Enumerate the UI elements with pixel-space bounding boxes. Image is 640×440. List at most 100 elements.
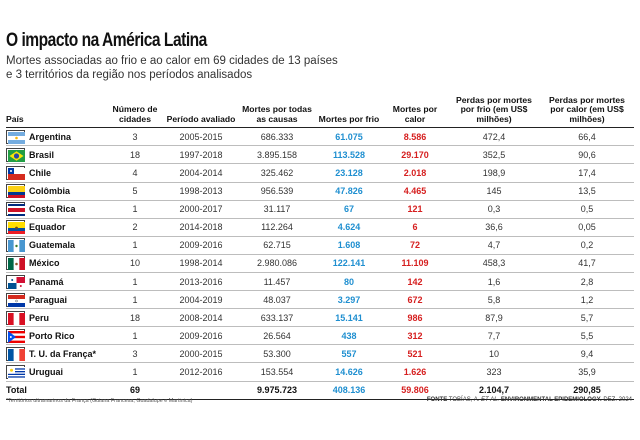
all-causes-cell: 325.462 — [238, 163, 316, 183]
table-row: Argentina 3 2005-2015 686.333 61.075 8.586 472… — [6, 127, 634, 147]
table-row: Costa Rica 1 2000-2017 31.117 67 121 0,3 0,5 — [6, 200, 634, 219]
header-cidades: Número de cidades — [112, 104, 158, 124]
heat-losses-cell: 1,2 — [540, 290, 634, 310]
period-cell: 2000-2015 — [164, 344, 238, 364]
cold-deaths-cell: 67 — [316, 200, 382, 219]
total-period-cell — [164, 381, 238, 400]
total-row: Total 69 9.975.723 408.136 59.806 2.104,7 290,… — [6, 381, 634, 400]
source-authors: TOBÍAS, A. — [448, 397, 480, 403]
table-row: Panamá 1 2013-2016 11.457 80 142 1,6 2,8 — [6, 272, 634, 292]
mexico-flag-icon — [6, 256, 25, 271]
country-name: Colômbia — [29, 186, 71, 197]
all-causes-cell: 686.333 — [238, 127, 316, 147]
country-name: Chile — [29, 167, 52, 178]
table-row: Chile 4 2004-2014 325.462 23.128 2.018 198,9 17… — [6, 163, 634, 183]
header-mortes-frio: Mortes por frio — [318, 113, 380, 124]
heat-deaths-cell: 2.018 — [382, 163, 448, 183]
heat-losses-cell: 2,8 — [540, 272, 634, 292]
period-cell: 2008-2014 — [164, 308, 238, 328]
cities-cell: 1 — [106, 362, 164, 382]
heat-losses-cell: 9,4 — [540, 344, 634, 364]
period-cell: 2004-2019 — [164, 290, 238, 310]
cold-deaths-cell: 23.128 — [316, 163, 382, 183]
table-row: Peru 18 2008-2014 633.137 15.141 986 87,9 5,7 — [6, 308, 634, 328]
country-cell: Colômbia — [6, 182, 106, 201]
heat-losses-cell: 0,05 — [540, 218, 634, 237]
cold-deaths-cell: 1.608 — [316, 236, 382, 255]
all-causes-cell: 31.117 — [238, 200, 316, 219]
cold-deaths-cell: 47.826 — [316, 182, 382, 201]
country-name: Argentina — [29, 131, 72, 142]
header-periodo: Período avaliado — [166, 113, 236, 124]
cold-losses-cell: 352,5 — [448, 145, 540, 165]
cold-losses-cell: 4,7 — [448, 236, 540, 255]
country-name: Equador — [29, 222, 66, 233]
table-row: Paraguai 1 2004-2019 48.037 3.297 672 5,8 1,2 — [6, 290, 634, 310]
country-name: Peru — [29, 312, 50, 323]
heat-losses-cell: 90,6 — [540, 145, 634, 165]
heat-losses-cell: 5,5 — [540, 326, 634, 346]
source-credit: FONTE TOBÍAS, A. ET AL. ENVIRONMENTAL EP… — [427, 397, 632, 403]
table-row: Brasil 18 1997-2018 3.895.158 113.528 29.170 3… — [6, 145, 634, 165]
cities-cell: 5 — [106, 182, 164, 201]
chile-flag-icon — [6, 165, 25, 180]
cold-losses-cell: 0,3 — [448, 200, 540, 219]
all-causes-cell: 153.554 — [238, 362, 316, 382]
cities-cell: 4 — [106, 163, 164, 183]
country-cell: Paraguai — [6, 290, 106, 310]
cities-cell: 3 — [106, 344, 164, 364]
period-cell: 2000-2017 — [164, 200, 238, 219]
heat-deaths-cell: 672 — [382, 290, 448, 310]
total-cities-cell: 69 — [106, 381, 164, 400]
table-row: Uruguai 1 2012-2016 153.554 14.626 1.626 323 35… — [6, 362, 634, 382]
all-causes-cell: 633.137 — [238, 308, 316, 328]
header-pais: País — [6, 113, 24, 124]
colombia-flag-icon — [6, 184, 25, 199]
source-date: DEZ. 2024 — [603, 397, 632, 403]
source-etal: ET AL. — [481, 397, 500, 403]
heat-deaths-cell: 6 — [382, 218, 448, 237]
period-cell: 1998-2013 — [164, 182, 238, 201]
all-causes-cell: 26.564 — [238, 326, 316, 346]
country-cell: Costa Rica — [6, 200, 106, 219]
country-name: Guatemala — [29, 240, 76, 251]
cities-cell: 10 — [106, 254, 164, 273]
country-cell: Guatemala — [6, 236, 106, 255]
heat-deaths-cell: 4.465 — [382, 182, 448, 201]
country-cell: Equador — [6, 218, 106, 237]
heat-losses-cell: 0,5 — [540, 200, 634, 219]
cold-deaths-cell: 80 — [316, 272, 382, 292]
data-table: País Número de cidades Período avaliado … — [6, 95, 634, 400]
country-cell: Porto Rico — [6, 326, 106, 346]
cities-cell: 1 — [106, 236, 164, 255]
cities-cell: 2 — [106, 218, 164, 237]
all-causes-cell: 11.457 — [238, 272, 316, 292]
country-cell: México — [6, 254, 106, 273]
header-perdas-frio: Perdas por mortes por frio (em US$ milhõ… — [456, 95, 532, 124]
cold-deaths-cell: 122.141 — [316, 254, 382, 273]
cold-losses-cell: 323 — [448, 362, 540, 382]
source-journal: ENVIRONMENTAL EPIDEMIOLOGY. — [500, 397, 602, 403]
country-name: Paraguai — [29, 294, 68, 305]
table-row: Equador 2 2014-2018 112.264 4.624 6 36,6 0,05 — [6, 218, 634, 237]
cold-deaths-cell: 3.297 — [316, 290, 382, 310]
period-cell: 2014-2018 — [164, 218, 238, 237]
cold-losses-cell: 87,9 — [448, 308, 540, 328]
all-causes-cell: 112.264 — [238, 218, 316, 237]
cold-losses-cell: 7,7 — [448, 326, 540, 346]
country-cell: Argentina — [6, 127, 106, 147]
panama-flag-icon — [6, 274, 25, 289]
period-cell: 2012-2016 — [164, 362, 238, 382]
total-heat-deaths-cell: 59.806 — [382, 381, 448, 400]
period-cell: 1998-2014 — [164, 254, 238, 273]
cold-deaths-cell: 15.141 — [316, 308, 382, 328]
country-cell: Peru — [6, 308, 106, 328]
total-cold-losses-cell: 2.104,7 — [448, 381, 540, 400]
country-cell: T. U. da França* — [6, 344, 106, 364]
all-causes-cell: 3.895.158 — [238, 145, 316, 165]
cities-cell: 1 — [106, 290, 164, 310]
country-name: Costa Rica — [29, 204, 76, 215]
header-mortes-calor: Mortes por calor — [392, 104, 438, 124]
country-name: Brasil — [29, 149, 55, 160]
uruguay-flag-icon — [6, 364, 25, 379]
